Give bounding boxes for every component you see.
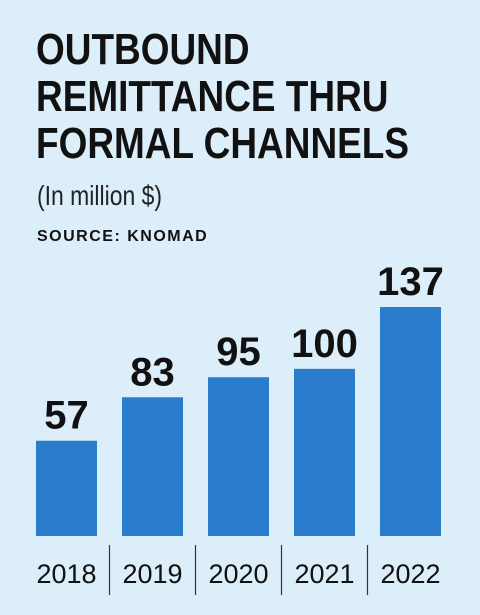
value-label-2019: 83	[130, 350, 175, 394]
x-tick-label-2021: 2021	[294, 559, 354, 589]
bar-2019	[122, 397, 183, 536]
chart-title-line-3: FORMAL CHANNELS	[36, 119, 410, 168]
bar-2018	[36, 440, 97, 536]
value-label-2020: 95	[216, 330, 261, 374]
x-tick-label-2020: 2020	[208, 559, 268, 589]
chart-title-line-2: REMITTANCE THRU	[36, 72, 389, 121]
value-label-2018: 57	[44, 394, 89, 438]
chart-title-line-1: OUTBOUND	[36, 25, 250, 74]
source-note: SOURCE: KNOMAD	[37, 228, 209, 245]
x-tick-label-2019: 2019	[122, 559, 182, 589]
value-label-2021: 100	[291, 322, 358, 366]
chart-title: OUTBOUND REMITTANCE THRU FORMAL CHANNELS	[36, 26, 466, 167]
bar-2022	[380, 307, 441, 536]
chart-subtitle: (In million $)	[37, 180, 163, 211]
value-label-2022: 137	[377, 260, 444, 304]
x-tick-label-2018: 2018	[36, 559, 96, 589]
bar-2021	[294, 368, 355, 536]
x-tick-label-2022: 2022	[380, 559, 440, 589]
bar-2020	[208, 377, 269, 536]
